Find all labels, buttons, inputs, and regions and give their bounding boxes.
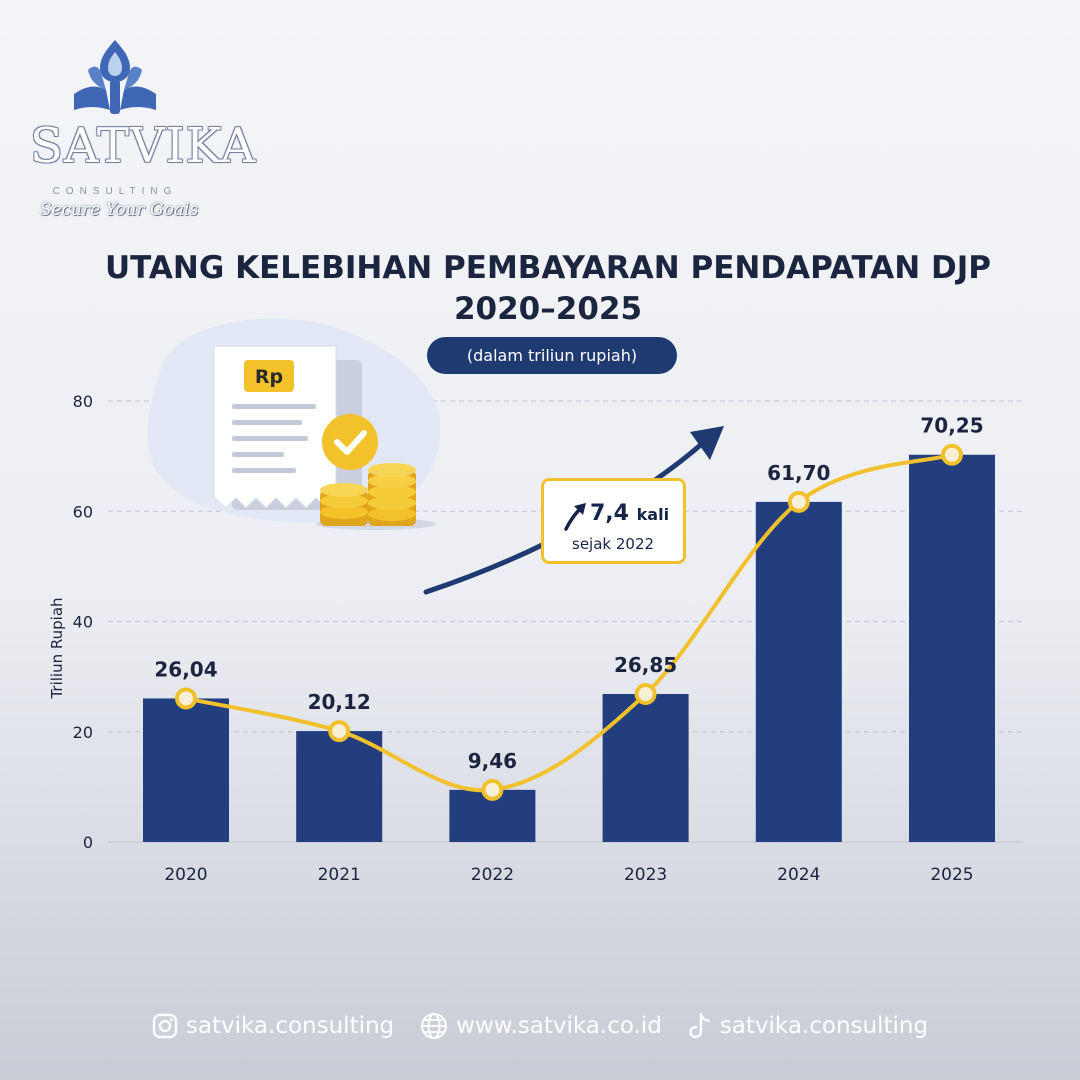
y-tick-label: 20 <box>73 723 93 742</box>
brand-logo: SATVIKA CONSULTING Secure Your Goals <box>30 36 257 220</box>
y-tick-label: 60 <box>73 502 93 521</box>
x-tick-label-2021: 2021 <box>318 865 361 885</box>
callout-note: sejak 2022 <box>572 535 655 553</box>
line-marker-2021 <box>328 720 351 743</box>
brand-tagline: Secure Your Goals <box>39 200 199 220</box>
x-tick-label-2023: 2023 <box>624 865 667 885</box>
callout-multiplier: 7,4 <box>590 501 629 526</box>
line-marker-2022 <box>481 778 504 801</box>
tiktok-handle[interactable]: satvika.consulting <box>719 1013 929 1039</box>
x-tick-label-2020: 2020 <box>164 865 207 885</box>
globe-icon <box>421 1013 448 1039</box>
title-line-1: UTANG KELEBIHAN PEMBAYARAN PENDAPATAN DJ… <box>105 250 991 286</box>
bar-2024 <box>755 501 842 842</box>
value-label-2023: 26,85 <box>614 653 677 677</box>
growth-callout: 7,4 kali sejak 2022 <box>541 478 686 564</box>
instagram-handle[interactable]: satvika.consulting <box>185 1013 395 1039</box>
tiktok-icon <box>689 1012 711 1039</box>
x-tick-label-2022: 2022 <box>471 865 514 885</box>
line-marker-2025 <box>941 443 963 466</box>
value-label-2022: 9,46 <box>468 749 517 773</box>
currency-label: Rp <box>255 366 283 388</box>
coin-stack-icon <box>316 463 436 530</box>
x-tick-label-2025: 2025 <box>930 865 973 885</box>
value-label-2020: 26,04 <box>154 657 217 681</box>
trend-up-arrow-icon <box>564 503 586 531</box>
bar-2020 <box>143 698 229 842</box>
y-tick-label: 40 <box>73 613 93 632</box>
y-tick-label: 0 <box>83 833 93 852</box>
callout-value: 7,4 kali <box>590 501 669 526</box>
bar-2021 <box>296 731 383 842</box>
value-label-2025: 70,25 <box>920 414 983 438</box>
value-label-2021: 20,12 <box>308 690 371 714</box>
bar-2023 <box>602 693 689 842</box>
y-axis-label: Triliun Rupiah <box>48 597 66 699</box>
footer-instagram[interactable]: satvika.consulting <box>152 1013 394 1039</box>
bar-line-chart: 0 20 40 60 80 Triliun Rupiah 26,04 20,12 9,46 2… <box>48 392 1022 885</box>
unit-badge: (dalam triliun rupiah) <box>427 337 677 374</box>
receipt-coins-illustration: Rp <box>147 318 440 530</box>
footer: satvika.consulting www.satvika.co.id sat… <box>0 1006 1080 1046</box>
receipt-icon: Rp <box>213 345 362 510</box>
line-marker-2023 <box>634 682 657 705</box>
check-badge-icon <box>322 414 378 470</box>
value-label-2024: 61,70 <box>767 461 830 485</box>
title-line-2: 2020–2025 <box>453 291 643 327</box>
x-tick-label-2024: 2024 <box>777 865 820 885</box>
bar-2025 <box>909 454 995 842</box>
y-tick-label: 80 <box>73 392 93 411</box>
brand-subtitle: CONSULTING <box>52 186 178 197</box>
line-marker-2024 <box>787 490 810 513</box>
instagram-icon <box>152 1013 178 1039</box>
page-title: UTANG KELEBIHAN PEMBAYARAN PENDAPATAN DJ… <box>0 248 1080 330</box>
logo-ornament-icon <box>74 40 156 114</box>
callout-unit: kali <box>636 505 670 524</box>
footer-website[interactable]: www.satvika.co.id <box>420 1012 662 1040</box>
brand-name: SATVIKA <box>30 118 257 174</box>
line-marker-2020 <box>175 687 197 710</box>
footer-tiktok[interactable]: satvika.consulting <box>688 1012 928 1040</box>
website-url[interactable]: www.satvika.co.id <box>456 1013 662 1039</box>
